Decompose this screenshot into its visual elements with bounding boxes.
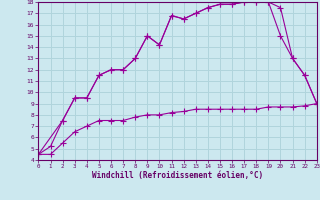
X-axis label: Windchill (Refroidissement éolien,°C): Windchill (Refroidissement éolien,°C) <box>92 171 263 180</box>
